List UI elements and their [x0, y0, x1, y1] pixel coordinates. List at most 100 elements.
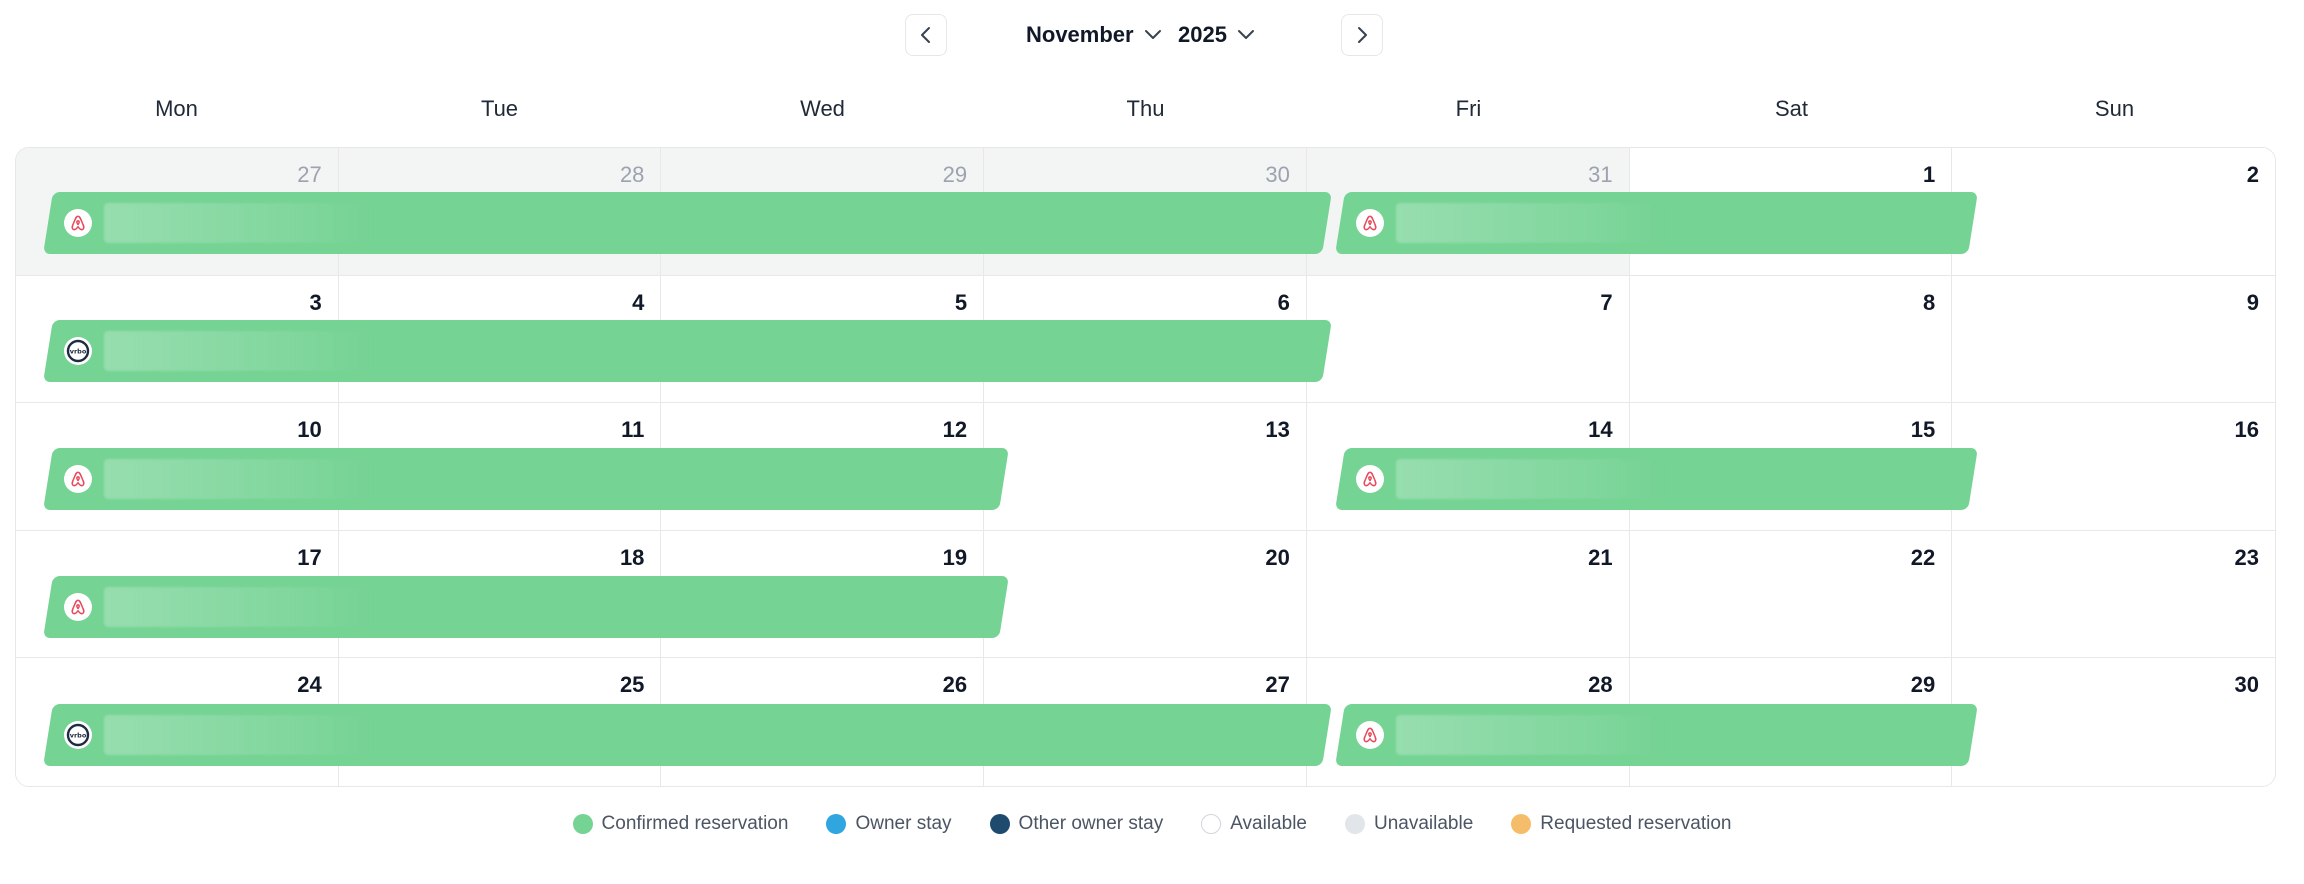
day-number: 29 — [1910, 672, 1936, 698]
booking-source-icon: vrbo — [64, 337, 92, 365]
legend-item-unavailable: Unavailable — [1344, 813, 1474, 835]
legend-dot — [1511, 814, 1532, 834]
weekday-label: Tue — [480, 96, 519, 121]
day-number: 27 — [1265, 672, 1290, 698]
reservation-content — [48, 203, 1327, 243]
legend-label: Owner stay — [855, 813, 952, 834]
year-label: 2025 — [1178, 22, 1227, 47]
day-cell[interactable]: 2 — [1952, 148, 2275, 276]
legend-label: Other owner stay — [1018, 813, 1164, 834]
day-number: 20 — [1265, 544, 1290, 570]
legend-dot — [826, 814, 847, 834]
legend-item-confirmed: Confirmed reservation — [572, 813, 789, 835]
legend-item-other-owner-stay: Other owner stay — [989, 813, 1164, 835]
svg-text:vrbo: vrbo — [70, 732, 87, 740]
reservation-bar[interactable] — [43, 576, 1009, 638]
day-number: 4 — [632, 289, 645, 315]
next-month-button[interactable] — [1341, 14, 1383, 56]
day-number: 8 — [1923, 289, 1936, 315]
day-number: 21 — [1588, 544, 1613, 570]
legend-dot — [572, 814, 593, 834]
legend-item-requested: Requested reservation — [1511, 813, 1731, 835]
day-cell[interactable]: 7 — [1306, 275, 1630, 404]
airbnb-logo-icon — [1363, 727, 1377, 743]
month-label: November — [1026, 22, 1134, 47]
day-number: 28 — [619, 162, 645, 187]
chevron-down-icon — [1144, 30, 1161, 39]
day-cell[interactable]: 13 — [984, 403, 1307, 531]
day-number: 28 — [1588, 672, 1613, 698]
day-number: 27 — [297, 162, 322, 187]
day-number: 17 — [297, 544, 322, 570]
weekday-label: Wed — [800, 96, 845, 121]
booking-source-icon: vrbo — [64, 721, 92, 749]
day-number: 15 — [1910, 417, 1936, 443]
day-number: 6 — [1277, 289, 1290, 315]
legend-item-owner-stay: Owner stay — [826, 813, 952, 835]
day-cell[interactable]: 20 — [984, 530, 1307, 659]
reservation-content: vrbo — [48, 715, 1327, 755]
reservation-bar[interactable] — [43, 192, 1332, 254]
month-select[interactable]: November — [1026, 18, 1162, 52]
guest-name-blurred — [104, 459, 374, 499]
airbnb-logo-icon — [71, 599, 85, 615]
weekday-label: Mon — [155, 96, 198, 121]
day-number: 19 — [942, 544, 968, 570]
previous-month-button[interactable] — [905, 14, 947, 56]
airbnb-logo-icon — [71, 215, 85, 231]
weekday-label: Thu — [1126, 96, 1165, 121]
reservation-content — [48, 459, 1004, 499]
day-number: 31 — [1588, 162, 1613, 187]
reservation-bar[interactable] — [1335, 704, 1978, 766]
reservation-content — [1340, 715, 1973, 755]
vrbo-logo-icon: vrbo — [66, 339, 90, 363]
day-cell[interactable]: 21 — [1306, 530, 1630, 659]
guest-name-blurred — [104, 715, 374, 755]
airbnb-logo-icon — [71, 471, 85, 487]
guest-name-blurred — [1396, 459, 1666, 499]
booking-source-icon — [64, 465, 92, 493]
guest-name-blurred — [104, 587, 374, 627]
chevron-down-icon — [1237, 30, 1254, 39]
booking-source-icon — [1356, 465, 1384, 493]
reservation-bar[interactable] — [1335, 192, 1978, 254]
day-number: 25 — [619, 672, 645, 698]
reservation-bar[interactable]: vrbo — [43, 704, 1332, 766]
weekday-label: Fri — [1455, 96, 1482, 121]
reservation-bar[interactable] — [43, 448, 1009, 510]
day-cell[interactable]: 22 — [1629, 530, 1953, 659]
svg-text:vrbo: vrbo — [70, 348, 87, 356]
legend-label: Confirmed reservation — [601, 813, 789, 834]
reservation-content — [1340, 459, 1973, 499]
reservation-bar[interactable] — [1335, 448, 1978, 510]
chevron-right-icon — [1358, 27, 1367, 43]
day-number: 16 — [2234, 417, 2259, 443]
booking-source-icon — [64, 209, 92, 237]
reservation-content — [1340, 203, 1973, 243]
airbnb-logo-icon — [1363, 471, 1377, 487]
day-cell[interactable]: 16 — [1952, 403, 2275, 531]
day-number: 9 — [2246, 289, 2259, 315]
legend-label: Unavailable — [1373, 813, 1474, 834]
guest-name-blurred — [104, 331, 374, 371]
vrbo-logo-icon: vrbo — [66, 723, 90, 747]
legend: Confirmed reservation Owner stay Other o… — [0, 813, 2304, 835]
day-number: 3 — [309, 289, 322, 315]
day-number: 13 — [1265, 417, 1290, 443]
booking-source-icon — [64, 593, 92, 621]
legend-label: Requested reservation — [1540, 813, 1732, 834]
day-cell[interactable]: 9 — [1952, 275, 2275, 404]
reservation-bar[interactable]: vrbo — [43, 320, 1332, 382]
day-number: 30 — [2234, 672, 2259, 698]
day-number: 12 — [942, 417, 968, 443]
day-cell[interactable]: 30 — [1952, 658, 2275, 786]
day-cell[interactable]: 8 — [1629, 275, 1953, 404]
guest-name-blurred — [1396, 715, 1666, 755]
legend-dot — [1344, 814, 1365, 834]
day-number: 14 — [1588, 417, 1613, 443]
airbnb-logo-icon — [1363, 215, 1377, 231]
year-select[interactable]: 2025 — [1178, 18, 1255, 52]
day-cell[interactable]: 23 — [1952, 530, 2275, 659]
day-number: 1 — [1923, 162, 1936, 187]
day-number: 2 — [2246, 162, 2259, 187]
